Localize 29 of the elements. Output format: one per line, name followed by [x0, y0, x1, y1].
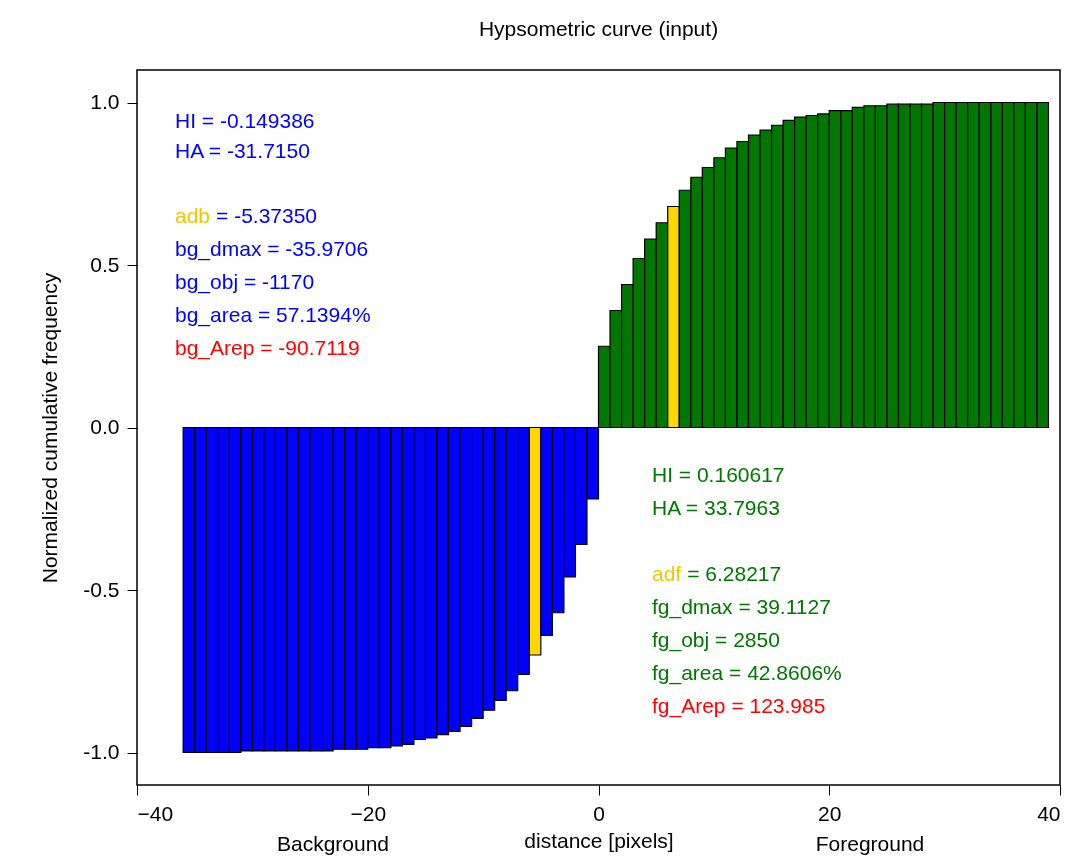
x-axis-title: distance [pixels] [524, 828, 674, 852]
x-tick-label: 40 [1037, 801, 1061, 825]
annotation: adb = -5.37350 [175, 204, 318, 227]
annotation: fg_obj = 2850 [652, 628, 780, 652]
annotation: HI = 0.160617 [652, 463, 785, 486]
text: Foreground [815, 832, 925, 855]
x-tick-label: 20 [818, 801, 842, 825]
annotation: fg_area = 42.8606% [652, 661, 842, 685]
annotation: fg_dmax = 39.1127 [652, 595, 831, 619]
y-tick-label: -1.0 [83, 740, 120, 763]
x-tick-label: −40 [137, 801, 174, 825]
y-tick-label: 0.0 [90, 415, 120, 438]
annotation: HA = 33.7963 [652, 496, 780, 519]
annotation: bg_Arep = -90.7119 [175, 336, 360, 360]
text: Background [276, 832, 390, 855]
annotation: adf = 6.28217 [652, 562, 782, 585]
annotation: HI = -0.149386 [175, 109, 315, 132]
y-axis-title: Normalized cumulative frequency [38, 272, 62, 584]
annotation: fg_Arep = 123.985 [652, 694, 826, 718]
annotation: HA = -31.7150 [175, 139, 310, 162]
x-tick-label: 0 [593, 801, 605, 825]
annotation: bg_dmax = -35.9706 [175, 237, 369, 261]
annotation: bg_area = 57.1394% [175, 303, 371, 327]
y-tick-label: 1.0 [90, 90, 120, 113]
chart-title: Hypsometric curve (input) [478, 17, 719, 40]
x-tick-label: −20 [350, 801, 387, 825]
y-tick-label: 0.5 [90, 252, 120, 276]
y-tick-label: -0.5 [83, 577, 120, 601]
annotation: bg_obj = -1170 [175, 270, 315, 294]
